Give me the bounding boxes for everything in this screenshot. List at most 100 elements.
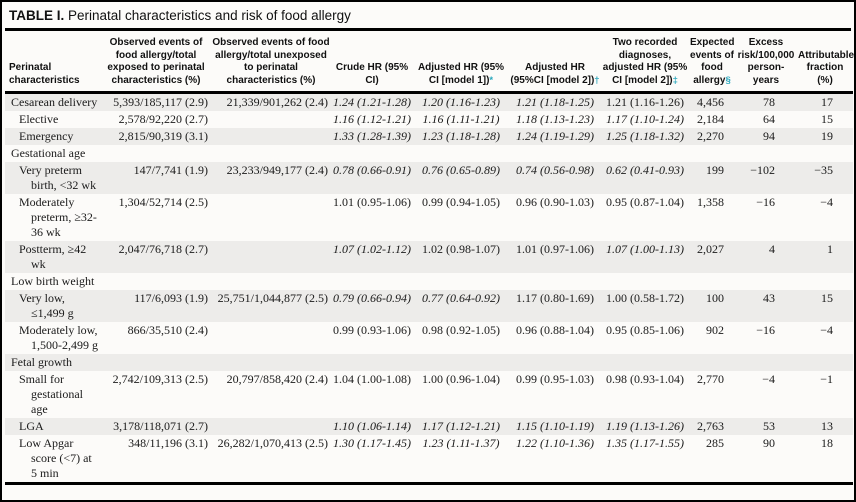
cell-label: Emergency <box>5 128 101 145</box>
cell-adj2: 0.74 (0.56-0.98) <box>516 163 594 177</box>
cell-adj1: 0.76 (0.65-0.89) <box>422 163 500 177</box>
cell-attributable: −4 <box>820 323 833 337</box>
column-header-unexposed: Observed events of food allergy/total un… <box>211 31 331 94</box>
cell-unexposed: 26,282/1,070,413 (2.5) <box>211 435 331 485</box>
cell-crude: 1.07 (1.02-1.12) <box>333 242 411 256</box>
cell-adj1 <box>413 145 509 162</box>
cell-adj1: 1.23 (1.11-1.37) <box>413 435 509 485</box>
column-header-label: Excess risk/100,000 person-years <box>737 37 795 86</box>
column-header-two-recorded-diagnoses: Two recorded diagnoses, adjusted HR (95%… <box>601 31 689 94</box>
cell-attributable: 1 <box>827 242 833 256</box>
cell-attributable <box>797 145 853 162</box>
cell-unexposed <box>211 354 331 371</box>
section-row: Low birth weight <box>5 273 853 290</box>
cell-two_rec: 1.25 (1.18-1.32) <box>606 129 684 143</box>
cell-attributable: −1 <box>820 372 833 386</box>
column-header-label: Observed events of food allergy/total un… <box>212 37 330 86</box>
table-row: Moderately preterm, ≥32-36 wk 1,304/52,71… <box>5 194 853 241</box>
cell-exposed: 147/7,741 (1.9) <box>133 163 208 177</box>
cell-crude: 0.79 (0.66-0.94) <box>333 291 411 305</box>
cell-expected: 2,763 <box>697 419 724 433</box>
table-title-text: Perinatal characteristics and risk of fo… <box>64 8 351 23</box>
cell-two_rec: 0.98 (0.93-1.04) <box>606 372 684 386</box>
cell-adj2: 1.24 (1.19-1.29) <box>516 129 594 143</box>
column-header-label: Perinatal characteristics <box>9 62 80 86</box>
cell-two_rec: 1.21 (1.16-1.26) <box>606 95 684 109</box>
cell-two_rec: 1.19 (1.13-1.26) <box>606 419 684 433</box>
section-label: Fetal growth <box>11 355 72 369</box>
cell-two_rec <box>601 273 689 290</box>
footnote-marker-asterisk: * <box>489 74 494 86</box>
cell-adj1: 1.16 (1.11-1.21) <box>422 112 500 126</box>
table-title: TABLE I. Perinatal characteristics and r… <box>5 4 851 28</box>
cell-unexposed <box>211 322 331 354</box>
table-row: Cesarean delivery 5,393/185,117 (2.9) 21,3… <box>5 92 853 111</box>
cell-excess: 4 <box>769 242 775 256</box>
cell-expected: 2,770 <box>697 372 724 386</box>
table-row: Low Apgar score (<7) at 5 min 348/11,196 … <box>5 435 853 485</box>
cell-attributable <box>797 273 853 290</box>
cell-exposed: 2,047/76,718 (2.7) <box>118 242 208 256</box>
section-row: Gestational age <box>5 145 853 162</box>
perinatal-characteristics-table: Perinatal characteristics Observed event… <box>5 31 855 485</box>
cell-exposed: 2,742/109,313 (2.5) <box>112 372 208 386</box>
cell-exposed <box>101 273 211 290</box>
row-label: Moderately low, 1,500-2,499 g <box>19 323 98 352</box>
cell-excess: 94 <box>763 129 775 143</box>
table-row: Emergency 2,815/90,319 (3.1) 1.33 (1.28-1.… <box>5 128 853 145</box>
cell-attributable: 18 <box>797 435 853 485</box>
row-label: Very preterm birth, <32 wk <box>19 163 97 192</box>
column-header-adjusted-hr-model2: Adjusted HR (95%CI [model 2])† <box>509 31 601 94</box>
cell-adj2: 1.18 (1.13-1.23) <box>516 112 594 126</box>
cell-excess: 90 <box>735 435 797 485</box>
cell-attributable: 15 <box>821 112 833 126</box>
cell-attributable: 13 <box>821 419 833 433</box>
cell-label: Moderately low, 1,500-2,499 g <box>5 322 101 354</box>
cell-attributable: −35 <box>814 163 833 177</box>
section-label: Gestational age <box>11 146 86 160</box>
cell-expected <box>689 145 735 162</box>
column-header-crude-hr: Crude HR (95% CI) <box>331 31 413 94</box>
column-header-expected-events: Expected events of food allergy§ <box>689 31 735 94</box>
footnote-marker-double-dagger: ‡ <box>672 74 678 86</box>
cell-unexposed <box>211 111 331 128</box>
cell-crude: 1.04 (1.00-1.08) <box>333 372 411 386</box>
cell-adj2: 1.22 (1.10-1.36) <box>509 435 601 485</box>
cell-two_rec <box>601 354 689 371</box>
cell-excess: −4 <box>762 372 775 386</box>
column-header-label: Adjusted HR (95% CI [model 1]) <box>417 62 505 86</box>
footnote-marker-section: § <box>725 74 731 86</box>
cell-excess: 64 <box>763 112 775 126</box>
table-row: Elective 2,578/92,220 (2.7) 1.16 (1.12-1.2… <box>5 111 853 128</box>
cell-expected: 285 <box>689 435 735 485</box>
cell-adj1: 0.77 (0.64-0.92) <box>422 291 500 305</box>
cell-crude: 1.10 (1.06-1.14) <box>333 419 411 433</box>
cell-two_rec: 1.35 (1.17-1.55) <box>601 435 689 485</box>
cell-adj1: 1.20 (1.16-1.23) <box>422 95 500 109</box>
row-label: LGA <box>19 419 44 433</box>
column-header-attributable-fraction: Attributable fraction (%) <box>797 31 855 94</box>
cell-adj2: 0.96 (0.90-1.03) <box>516 195 594 209</box>
cell-exposed: 866/35,510 (2.4) <box>127 323 208 337</box>
cell-adj1: 1.02 (0.98-1.07) <box>422 242 500 256</box>
cell-excess <box>735 354 797 371</box>
cell-crude: 1.16 (1.12-1.21) <box>333 112 411 126</box>
cell-adj2: 0.96 (0.88-1.04) <box>516 323 594 337</box>
cell-attributable: −4 <box>820 195 833 209</box>
cell-expected: 2,027 <box>697 242 724 256</box>
column-header-label: Observed events of food allergy/total ex… <box>107 37 205 86</box>
column-header-perinatal-characteristics: Perinatal characteristics <box>5 31 101 94</box>
column-header-label: Attributable fraction (%) <box>798 49 855 86</box>
cell-crude: 0.99 (0.93-1.06) <box>333 323 411 337</box>
cell-unexposed: 21,339/901,262 (2.4) <box>226 95 328 109</box>
cell-excess: 78 <box>763 95 775 109</box>
row-label: Low Apgar score (<7) at 5 min <box>19 436 92 480</box>
row-label: Cesarean delivery <box>11 95 98 109</box>
cell-crude: 0.78 (0.66-0.91) <box>333 163 411 177</box>
cell-adj2: 1.01 (0.97-1.06) <box>516 242 594 256</box>
cell-unexposed <box>211 128 331 145</box>
cell-label: Small for gestational age <box>5 371 101 418</box>
table-row: Postterm, ≥42 wk 2,047/76,718 (2.7) 1.07 (… <box>5 241 853 273</box>
cell-label: Very low, ≤1,499 g <box>5 290 101 322</box>
